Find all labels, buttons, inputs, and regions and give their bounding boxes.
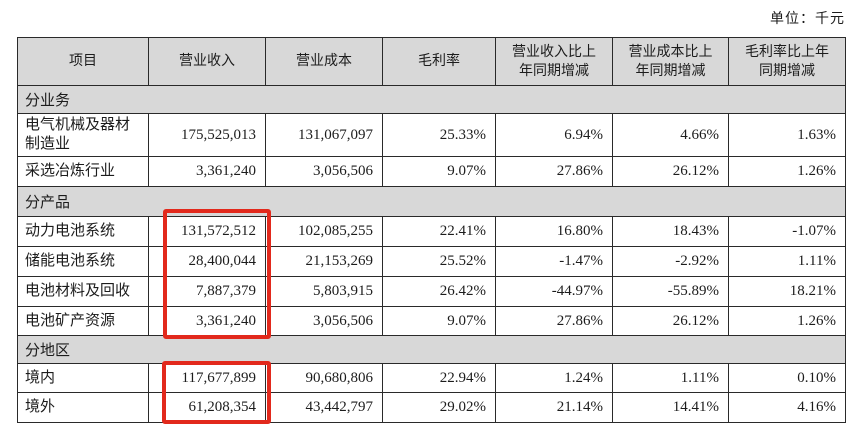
cell-revenue: 28,400,044 xyxy=(148,246,266,277)
col-header-item: 项目 xyxy=(17,37,149,86)
section-row-business: 分业务 xyxy=(17,85,846,114)
table-row: 境内 117,677,899 90,680,806 22.94% 1.24% 1… xyxy=(17,363,846,393)
table-row: 采选冶炼行业 3,361,240 3,056,506 9.07% 27.86% … xyxy=(17,156,846,187)
cell-item-name: 储能电池系统 xyxy=(17,246,149,277)
section-title: 分业务 xyxy=(17,85,846,114)
table-row: 电气机械及器材制造业 175,525,013 131,067,097 25.33… xyxy=(17,113,846,157)
cell-revenue-yoy: -44.97% xyxy=(495,276,613,307)
cell-revenue: 7,887,379 xyxy=(148,276,266,307)
cell-revenue-yoy: 27.86% xyxy=(495,306,613,336)
cell-margin-yoy: 1.63% xyxy=(728,113,846,157)
cell-cost: 3,056,506 xyxy=(265,306,383,336)
cell-item-name: 电池材料及回收 xyxy=(17,276,149,307)
cell-cost-yoy: -55.89% xyxy=(612,276,729,307)
cell-cost: 43,442,797 xyxy=(265,392,383,423)
cell-margin-yoy: 0.10% xyxy=(728,363,846,393)
cell-revenue-yoy: 1.24% xyxy=(495,363,613,393)
cell-cost-yoy: -2.92% xyxy=(612,246,729,277)
cell-margin: 29.02% xyxy=(382,392,496,423)
cell-revenue: 3,361,240 xyxy=(148,306,266,336)
cell-cost: 131,067,097 xyxy=(265,113,383,157)
unit-label: 单位：千元 xyxy=(770,12,845,27)
col-header-cost: 营业成本 xyxy=(265,37,383,86)
cell-margin: 26.42% xyxy=(382,276,496,307)
financial-segment-table: 项目 营业收入 营业成本 毛利率 营业收入比上 年同期增减 营业成本比上 年同期增减 xyxy=(17,37,846,423)
cell-cost: 5,803,915 xyxy=(265,276,383,307)
cell-revenue-yoy: 16.80% xyxy=(495,216,613,247)
cell-margin-yoy: -1.07% xyxy=(728,216,846,247)
cell-item-name: 电气机械及器材制造业 xyxy=(17,113,149,157)
cell-cost-yoy: 14.41% xyxy=(612,392,729,423)
cell-cost-yoy: 4.66% xyxy=(612,113,729,157)
col-header-margin: 毛利率 xyxy=(382,37,496,86)
cell-cost-yoy: 26.12% xyxy=(612,156,729,187)
cell-item-name: 境内 xyxy=(17,363,149,393)
section-row-regions: 分地区 xyxy=(17,335,846,364)
cell-margin-yoy: 1.11% xyxy=(728,246,846,277)
table-row: 境外 61,208,354 43,442,797 29.02% 21.14% 1… xyxy=(17,392,846,423)
cell-cost-yoy: 26.12% xyxy=(612,306,729,336)
cell-revenue-yoy: 27.86% xyxy=(495,156,613,187)
cell-cost: 21,153,269 xyxy=(265,246,383,277)
cell-revenue: 61,208,354 xyxy=(148,392,266,423)
cell-item-name: 电池矿产资源 xyxy=(17,306,149,336)
cell-revenue: 3,361,240 xyxy=(148,156,266,187)
table-row: 电池材料及回收 7,887,379 5,803,915 26.42% -44.9… xyxy=(17,276,846,307)
cell-cost: 3,056,506 xyxy=(265,156,383,187)
cell-margin-yoy: 1.26% xyxy=(728,156,846,187)
cell-revenue: 175,525,013 xyxy=(148,113,266,157)
cell-revenue: 117,677,899 xyxy=(148,363,266,393)
table-row: 储能电池系统 28,400,044 21,153,269 25.52% -1.4… xyxy=(17,246,846,277)
table-header-row: 项目 营业收入 营业成本 毛利率 营业收入比上 年同期增减 营业成本比上 年同期增减 xyxy=(17,37,846,86)
cell-margin: 22.94% xyxy=(382,363,496,393)
cell-margin: 25.33% xyxy=(382,113,496,157)
cell-revenue-yoy: -1.47% xyxy=(495,246,613,277)
cell-revenue: 131,572,512 xyxy=(148,216,266,247)
table-row: 电池矿产资源 3,361,240 3,056,506 9.07% 27.86% … xyxy=(17,306,846,336)
cell-cost-yoy: 1.11% xyxy=(612,363,729,393)
cell-margin: 9.07% xyxy=(382,156,496,187)
cell-revenue-yoy: 6.94% xyxy=(495,113,613,157)
cell-margin-yoy: 1.26% xyxy=(728,306,846,336)
col-header-cost-yoy: 营业成本比上 年同期增减 xyxy=(612,37,729,86)
cell-margin-yoy: 18.21% xyxy=(728,276,846,307)
section-title: 分产品 xyxy=(17,186,846,217)
cell-margin: 25.52% xyxy=(382,246,496,277)
cell-cost: 102,085,255 xyxy=(265,216,383,247)
cell-item-name: 境外 xyxy=(17,392,149,423)
section-title: 分地区 xyxy=(17,335,846,364)
cell-margin: 9.07% xyxy=(382,306,496,336)
section-row-products: 分产品 xyxy=(17,186,846,217)
cell-item-name: 采选冶炼行业 xyxy=(17,156,149,187)
cell-revenue-yoy: 21.14% xyxy=(495,392,613,423)
cell-item-name: 动力电池系统 xyxy=(17,216,149,247)
col-header-revenue: 营业收入 xyxy=(148,37,266,86)
cell-cost: 90,680,806 xyxy=(265,363,383,393)
cell-margin: 22.41% xyxy=(382,216,496,247)
cell-cost-yoy: 18.43% xyxy=(612,216,729,247)
col-header-revenue-yoy: 营业收入比上 年同期增减 xyxy=(495,37,613,86)
col-header-margin-yoy: 毛利率比上年 同期增减 xyxy=(728,37,846,86)
cell-margin-yoy: 4.16% xyxy=(728,392,846,423)
table-row: 动力电池系统 131,572,512 102,085,255 22.41% 16… xyxy=(17,216,846,247)
